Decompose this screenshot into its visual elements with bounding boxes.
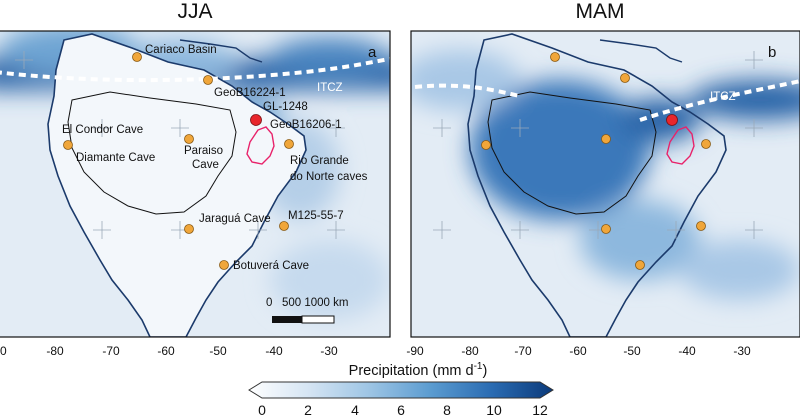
- site-label: Rio Grande do Norte caves: [290, 155, 368, 183]
- site-label-line: Paraiso: [184, 145, 223, 157]
- itcz-label-mam: ITCZ: [710, 91, 736, 103]
- site-marker: [481, 140, 491, 150]
- colorbar-tick: 12: [532, 402, 548, 418]
- site-marker: [279, 221, 289, 231]
- tick-label: -50: [209, 344, 227, 358]
- tick-label: -40: [265, 344, 283, 358]
- site-marker: [63, 140, 73, 150]
- tick-label: -60: [569, 344, 587, 358]
- land-jja: [47, 33, 307, 337]
- colorbar-title: Precipitation (mm d-1): [349, 361, 488, 379]
- panel-title-jja: JJA: [177, 0, 212, 23]
- panel-letter-a: a: [368, 44, 377, 61]
- site-label: GeoB16206-1: [270, 119, 342, 131]
- map-frame-jja: [0, 30, 391, 338]
- tick-label: -80: [461, 344, 479, 358]
- gridlines-jja: [15, 51, 345, 239]
- tick-label: -40: [678, 344, 696, 358]
- site-marker: [620, 73, 630, 83]
- highlight-site-marker: [250, 114, 262, 126]
- site-label: Botuverá Cave: [233, 260, 309, 272]
- precip-field-mam: [411, 50, 800, 300]
- site-label: GeoB16224-1: [214, 87, 286, 99]
- colorbar-tick: 10: [486, 402, 502, 418]
- colorbar-title-superscript: -1: [474, 361, 483, 372]
- tick-label: -60: [157, 344, 175, 358]
- itcz-line-mam: [414, 79, 800, 122]
- tick-label: -30: [320, 344, 338, 358]
- colorbar-tick: 2: [304, 402, 312, 418]
- panel-letter-b: b: [768, 44, 776, 61]
- scale-segment-white: [301, 315, 335, 324]
- site-marker: [219, 260, 229, 270]
- site-marker: [601, 224, 611, 234]
- site-label-line: Rio Grande: [290, 155, 349, 167]
- site-label: Jaraguá Cave: [199, 213, 271, 225]
- itcz-label-jja: ITCZ: [317, 82, 343, 94]
- scale-bar: 0 500 1000 km: [266, 297, 348, 324]
- site-marker: [284, 139, 294, 149]
- panel-title-mam: MAM: [576, 0, 625, 23]
- site-label-line: do Norte caves: [290, 171, 368, 183]
- highlight-site-marker: [666, 114, 678, 126]
- x-axis-mam: -90 -80 -70 -60 -50 -40 -30: [406, 344, 751, 358]
- site-markers-jja: [63, 52, 294, 270]
- site-label: Diamante Cave: [76, 152, 155, 164]
- colorbar: Precipitation (mm d-1) 0 2 4 6 8 10 12: [248, 361, 554, 418]
- colorbar-tick: 4: [351, 402, 359, 418]
- site-markers-mam: [481, 52, 711, 270]
- site-marker: [550, 52, 560, 62]
- colorbar-tick: 6: [397, 402, 405, 418]
- site-marker: [635, 260, 645, 270]
- site-marker: [184, 224, 194, 234]
- colorbar-title-main: Precipitation (mm d: [349, 363, 474, 379]
- scale-bar-label: 0 500 1000 km: [266, 297, 348, 309]
- x-axis-jja: 0 -80 -70 -60 -50 -40 -30: [0, 344, 338, 358]
- tick-label-partial: 0: [0, 344, 7, 358]
- itcz-line-jja: [0, 56, 390, 83]
- site-marker: [203, 75, 213, 85]
- land-mam: [467, 33, 727, 337]
- site-label: Cariaco Basin: [145, 44, 217, 56]
- site-label: Paraiso Cave: [184, 145, 226, 171]
- tick-label: -80: [46, 344, 64, 358]
- site-label: M125-55-7: [288, 210, 344, 222]
- colorbar-title-end: ): [482, 363, 487, 379]
- panel-mam: MAM: [406, 0, 800, 358]
- colorbar-scale: [248, 381, 554, 399]
- site-labels-jja: Cariaco Basin GeoB16224-1 GL-1248 GeoB16…: [62, 44, 368, 272]
- site-label: El Condor Cave: [62, 124, 143, 136]
- tick-label: -90: [406, 344, 424, 358]
- panel-jja: JJA: [0, 0, 391, 358]
- site-marker: [701, 139, 711, 149]
- tick-label: -50: [623, 344, 641, 358]
- gridlines-mam: [433, 51, 763, 239]
- colorbar-tick: 0: [258, 402, 266, 418]
- site-label-line: Cave: [192, 159, 219, 171]
- site-marker: [184, 134, 194, 144]
- scale-segment-black: [272, 316, 302, 323]
- tick-label: -70: [102, 344, 120, 358]
- site-marker: [696, 221, 706, 231]
- colorbar-tick: 8: [443, 402, 451, 418]
- tick-label: -70: [514, 344, 532, 358]
- site-marker: [601, 134, 611, 144]
- site-marker: [132, 52, 142, 62]
- tick-label: -30: [733, 344, 751, 358]
- map-frame-mam: [410, 30, 800, 338]
- site-label: GL-1248: [263, 101, 308, 113]
